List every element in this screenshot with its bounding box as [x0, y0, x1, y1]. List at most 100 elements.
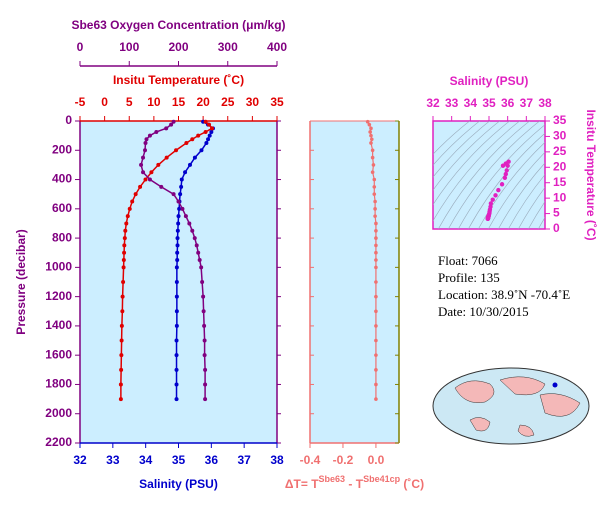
- profile-point: [207, 133, 212, 138]
- profile-point: [209, 129, 214, 134]
- x-axis-title: Sbe63 Oxygen Concentration (μm/kg): [71, 18, 285, 32]
- density-contour: [477, 141, 545, 229]
- profile-point: [370, 155, 375, 160]
- ts-point: [485, 216, 491, 222]
- y-tick-label: 400: [52, 172, 72, 186]
- profile-point: [143, 177, 148, 182]
- density-contour: [467, 132, 545, 229]
- profile-point: [374, 309, 378, 314]
- profile-point: [174, 323, 179, 328]
- y-tick-label: 25: [553, 144, 567, 158]
- profile-point: [204, 140, 209, 145]
- profile-point: [190, 228, 195, 233]
- y-tick-label: 800: [52, 230, 72, 244]
- x-tick-label: 34: [139, 453, 153, 467]
- profile-point: [154, 129, 159, 134]
- profile-point: [175, 250, 180, 255]
- profile-point: [175, 228, 180, 233]
- profile-point: [171, 119, 176, 124]
- profile-point: [374, 236, 378, 240]
- ts-point: [506, 159, 511, 164]
- profile-point: [370, 170, 375, 175]
- y-tick-label: 1000: [45, 260, 72, 274]
- x-axis-title: Insitu Temperature (˚C): [113, 73, 244, 87]
- density-contour: [433, 121, 511, 206]
- profile-point: [174, 309, 179, 314]
- profile-point: [199, 265, 204, 270]
- profile-point: [118, 397, 123, 402]
- profile-point: [119, 338, 124, 343]
- profile-point: [156, 162, 161, 167]
- profile-point: [374, 221, 378, 226]
- density-contour: [433, 121, 471, 155]
- profile-point: [174, 367, 179, 372]
- profile-point: [174, 148, 179, 153]
- x-axis-title-part: Sbe41cp: [363, 474, 401, 484]
- ts-point: [502, 175, 508, 180]
- profile-point: [369, 126, 373, 131]
- profile-point: [164, 155, 169, 160]
- x-tick-label: -5: [75, 95, 86, 109]
- ts-point: [496, 187, 501, 193]
- y-tick-label: 0: [65, 113, 72, 127]
- profile-point: [374, 324, 378, 328]
- profile-point: [202, 323, 207, 328]
- profile-point: [203, 367, 208, 372]
- profile-point: [184, 140, 189, 145]
- profile-point: [197, 258, 202, 263]
- profile-point: [192, 155, 197, 160]
- profile-point: [174, 338, 179, 343]
- y-tick-label: 200: [52, 142, 72, 156]
- info-text: Location: 38.9˚N -70.4˚E: [438, 287, 570, 302]
- x-tick-label: 20: [196, 95, 210, 109]
- profile-point: [174, 382, 179, 387]
- profile-point: [203, 397, 208, 402]
- profile-point: [133, 192, 138, 197]
- profile-point: [202, 338, 207, 343]
- y-tick-label: 20: [553, 159, 567, 173]
- info-text: Profile: 135: [438, 270, 500, 285]
- info-text: Date: 10/30/2015: [438, 304, 529, 319]
- profile-point: [179, 184, 184, 189]
- profile-point: [143, 148, 148, 153]
- profile-point: [201, 294, 206, 299]
- profile-point: [175, 243, 180, 248]
- profile-point: [187, 221, 192, 226]
- profile-point: [374, 250, 378, 255]
- x-axis-title-part: ΔT= T: [285, 477, 319, 491]
- profile-point: [200, 280, 205, 284]
- profile-point: [372, 185, 377, 189]
- x-tick-label: 0.0: [368, 453, 385, 467]
- x-tick-label: 38: [538, 96, 552, 110]
- profile-point: [147, 133, 152, 138]
- profile-point: [127, 206, 132, 211]
- profile-point: [175, 236, 180, 241]
- profile-point: [372, 177, 377, 182]
- y-tick-label: 35: [553, 113, 567, 127]
- profile-point: [169, 122, 174, 127]
- profile-point: [174, 265, 179, 270]
- density-contour: [433, 121, 491, 178]
- ts-point: [490, 197, 495, 202]
- profile-point: [374, 228, 378, 233]
- profile-point: [174, 280, 179, 284]
- density-contour: [433, 121, 501, 191]
- profile-point: [121, 265, 126, 270]
- x-tick-label: 25: [221, 95, 235, 109]
- profile-point: [196, 250, 201, 255]
- profile-point: [183, 214, 188, 219]
- density-contour: [507, 174, 545, 229]
- profile-point: [176, 199, 181, 204]
- profile-point: [372, 192, 377, 196]
- x-tick-label: 37: [237, 453, 251, 467]
- profile-point: [139, 162, 144, 167]
- ts-point: [499, 182, 505, 187]
- profile-point: [190, 137, 195, 142]
- profile-point: [176, 214, 181, 219]
- y-tick-label: 0: [553, 221, 560, 235]
- x-tick-label: 5: [126, 95, 133, 109]
- profile-point: [367, 122, 372, 127]
- profile-point: [119, 353, 124, 358]
- world-map: [432, 367, 590, 445]
- x-tick-label: 34: [464, 96, 478, 110]
